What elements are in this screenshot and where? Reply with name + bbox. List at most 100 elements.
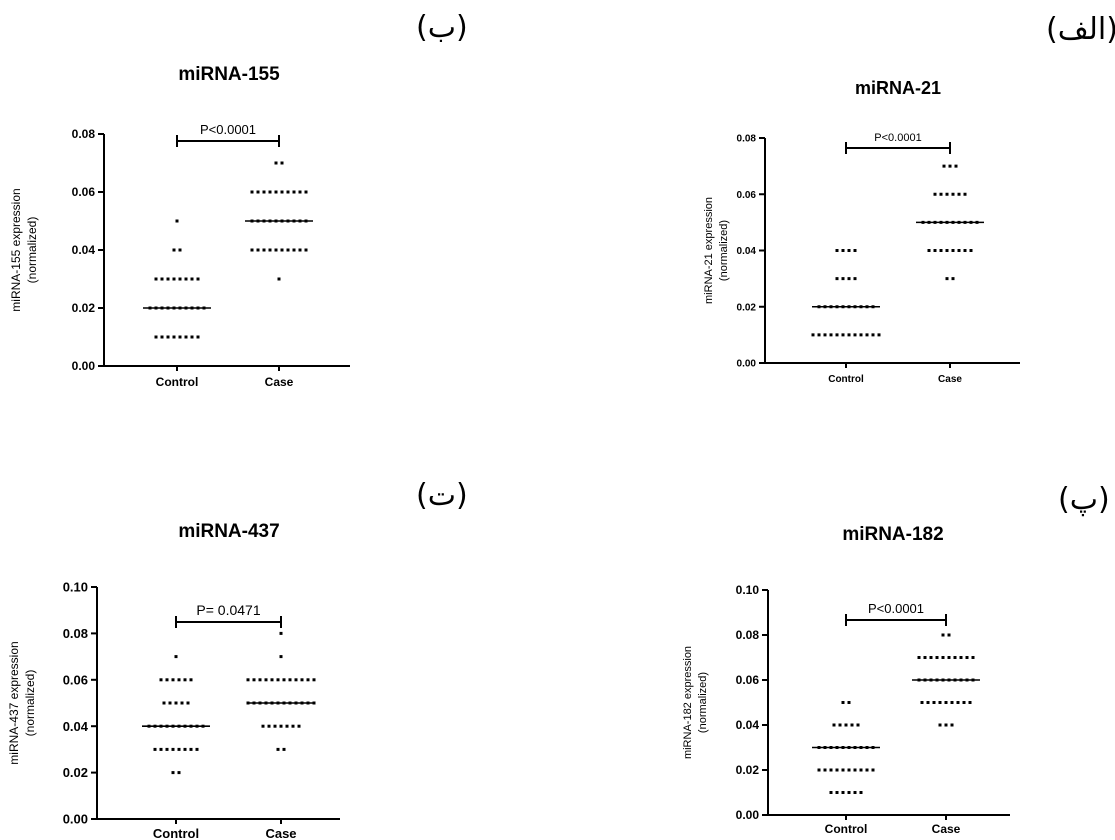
data-point (923, 656, 927, 659)
x-tick-label: Control (828, 374, 864, 385)
data-point (847, 333, 851, 337)
data-point (944, 723, 948, 727)
data-point (945, 277, 949, 281)
data-point (174, 701, 178, 705)
data-point (189, 678, 193, 682)
data-point (160, 277, 164, 281)
y-tick-label: 0.06 (72, 185, 96, 199)
data-point (829, 333, 833, 337)
data-point (274, 190, 278, 194)
data-point (165, 747, 169, 751)
data-point (850, 723, 854, 727)
y-tick-label: 0.04 (736, 718, 760, 732)
data-point (933, 249, 937, 252)
data-point (262, 190, 266, 194)
data-point (184, 277, 188, 281)
data-point (160, 335, 164, 339)
data-point (250, 190, 254, 194)
data-point (953, 656, 957, 659)
data-point (954, 164, 958, 168)
data-point (841, 277, 845, 281)
data-point (847, 701, 851, 704)
data-point (252, 678, 256, 682)
data-point (279, 631, 283, 635)
data-point (832, 723, 836, 727)
data-point (274, 161, 278, 165)
data-point (817, 333, 821, 337)
data-point (957, 249, 961, 252)
data-point (256, 248, 260, 252)
x-tick-label: Case (938, 374, 962, 385)
data-point (829, 768, 833, 772)
data-point (965, 656, 969, 659)
y-axis-label-line1: miRNA-155 expression (9, 188, 23, 311)
data-point (926, 701, 930, 704)
data-point (811, 333, 815, 337)
x-tick-label: Case (265, 826, 296, 840)
data-point (853, 333, 857, 337)
data-point (927, 249, 931, 252)
data-point (300, 678, 304, 682)
data-point (298, 248, 302, 252)
data-point (933, 192, 937, 196)
data-point (929, 656, 933, 659)
y-axis-label-line2: (normalized) (23, 670, 37, 737)
data-point (956, 701, 960, 704)
data-point (871, 333, 875, 337)
y-tick-label: 0.02 (736, 763, 760, 777)
data-point (945, 249, 949, 252)
y-tick-label: 0.06 (63, 672, 88, 687)
data-point (282, 678, 286, 682)
data-point (292, 190, 296, 194)
y-tick-label: 0.00 (737, 359, 757, 370)
data-point (853, 791, 857, 794)
data-point (279, 724, 283, 728)
data-point (841, 701, 845, 704)
data-point (184, 335, 188, 339)
data-point (835, 277, 839, 281)
data-point (172, 277, 176, 281)
data-point (186, 701, 190, 705)
chart-title: miRNA-437 (178, 521, 279, 542)
data-point (268, 248, 272, 252)
data-point (165, 678, 169, 682)
data-point (183, 747, 187, 751)
data-point (166, 335, 170, 339)
chart-a: miRNA-21 miRNA-21 expression (normalized) 0… (703, 78, 1020, 385)
data-point (175, 219, 179, 223)
y-tick-label: 0.04 (72, 243, 96, 257)
y-axis-label-line1: miRNA-182 expression (682, 646, 694, 759)
data-point (171, 771, 175, 775)
data-point (304, 190, 308, 194)
y-tick-label: 0.08 (737, 134, 757, 145)
y-tick-label: 0.06 (736, 673, 760, 687)
data-point (262, 248, 266, 252)
y-tick-label: 0.10 (63, 580, 88, 595)
panel-letter-d: (ت) (416, 478, 468, 513)
data-point (171, 678, 175, 682)
data-point (841, 791, 845, 794)
data-point (178, 335, 182, 339)
p-value-label: P<0.0001 (874, 132, 921, 144)
data-point (250, 248, 254, 252)
data-point (847, 277, 851, 281)
data-point (159, 678, 163, 682)
y-tick-label: 0.04 (737, 246, 757, 257)
data-point (270, 678, 274, 682)
y-axis-label: miRNA-155 expression (normalized) (9, 188, 39, 311)
data-point (957, 192, 961, 196)
chart-title: miRNA-182 (842, 524, 943, 545)
chart-c: miRNA-182 miRNA-182 expression (normalized… (682, 524, 1010, 836)
data-point (246, 678, 250, 682)
y-tick-label: 0.08 (736, 628, 760, 642)
data-point (969, 249, 973, 252)
data-point (277, 277, 281, 281)
x-tick-label: Case (265, 375, 294, 389)
data-point (941, 633, 945, 637)
data-point (939, 249, 943, 252)
y-axis-label: miRNA-182 expression (normalized) (682, 646, 709, 759)
x-tick-label: Control (156, 375, 199, 389)
y-tick-label: 0.06 (737, 190, 757, 201)
data-point (938, 701, 942, 704)
